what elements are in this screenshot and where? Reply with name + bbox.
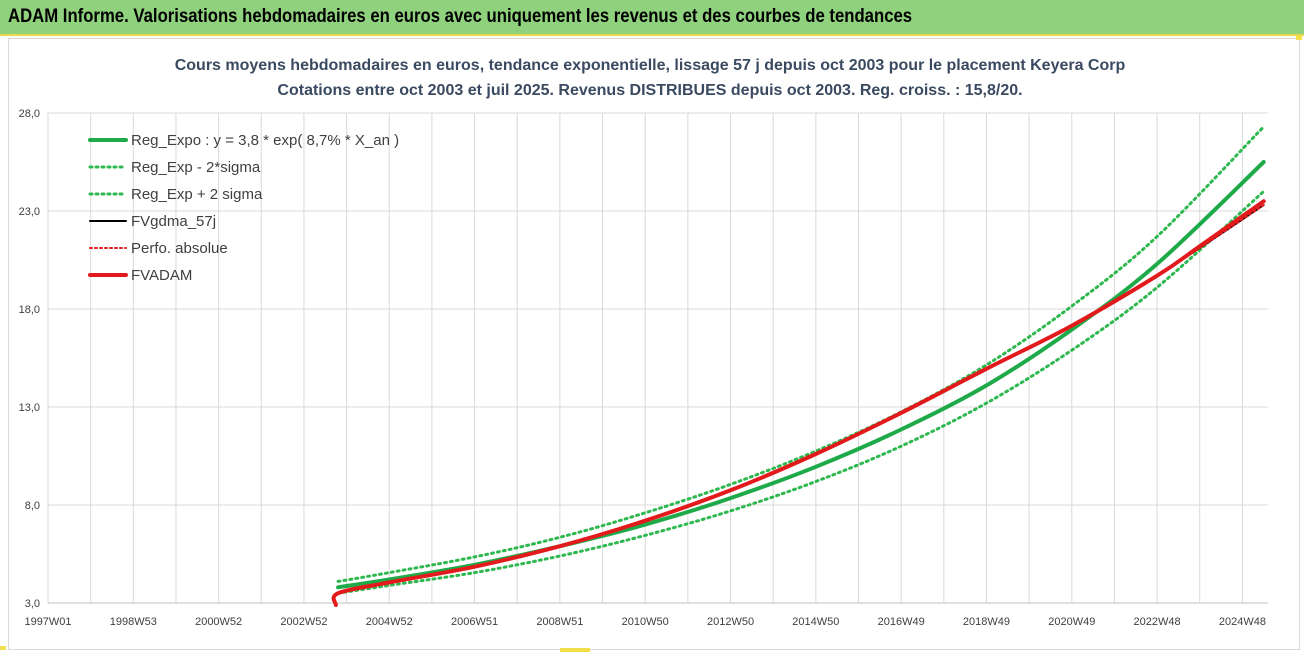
legend-label: FVADAM — [131, 267, 192, 284]
series-line-0 — [336, 160, 1266, 590]
x-tick-label: 2022W48 — [1134, 616, 1181, 628]
legend-label: Reg_Expo : y = 3,8 * exp( 8,7% * X_an ) — [131, 132, 399, 149]
x-tick-label: 2018W49 — [963, 616, 1010, 628]
x-tick-label: 1997W01 — [24, 616, 71, 628]
x-tick-label: 2006W51 — [451, 616, 498, 628]
legend: Reg_Expo : y = 3,8 * exp( 8,7% * X_an ) R… — [88, 132, 399, 284]
chart-title: Cours moyens hebdomadaires en euros, ten… — [175, 57, 1126, 74]
page-title: ADAM Informe. Valorisations hebdomadaire… — [8, 6, 913, 27]
y-tick-label: 3,0 — [25, 598, 40, 610]
corner-mark-bottom — [560, 648, 590, 652]
series-line-2 — [336, 125, 1266, 583]
axes: 3,0 8,0 13,0 18,0 23,0 28,0 1997W01 1998W53 2000… — [19, 108, 1268, 628]
legend-label: Perfo. absolue — [131, 240, 228, 257]
legend-label: FVgdma_57j — [131, 213, 216, 230]
x-tick-label: 2020W49 — [1048, 616, 1095, 628]
x-tick-label: 1998W53 — [110, 616, 157, 628]
x-tick-label: 2024W48 — [1219, 616, 1266, 628]
legend-label: Reg_Exp + 2 sigma — [131, 186, 263, 203]
x-tick-label: 2016W49 — [878, 616, 925, 628]
x-tick-label: 2012W50 — [707, 616, 754, 628]
legend-label: Reg_Exp - 2*sigma — [131, 159, 261, 176]
chart-frame — [8, 38, 1300, 650]
corner-mark-top — [1296, 36, 1302, 40]
y-tick-label: 8,0 — [25, 500, 40, 512]
series-line-5 — [331, 199, 1266, 607]
x-tick-label: 2002W52 — [280, 616, 327, 628]
y-tick-label: 23,0 — [19, 206, 40, 218]
y-tick-label: 18,0 — [19, 304, 40, 316]
corner-mark-bottom-left — [0, 646, 6, 650]
series-line-1 — [336, 189, 1266, 595]
x-tick-label: 2010W50 — [622, 616, 669, 628]
y-tick-label: 28,0 — [19, 108, 40, 120]
chart-subtitle: Cotations entre oct 2003 et juil 2025. R… — [277, 82, 1022, 99]
header-bar: ADAM Informe. Valorisations hebdomadaire… — [0, 0, 1304, 36]
series — [331, 125, 1266, 607]
x-tick-label: 2014W50 — [792, 616, 839, 628]
x-tick-label: 2000W52 — [195, 616, 242, 628]
y-tick-label: 13,0 — [19, 402, 40, 414]
x-tick-label: 2008W51 — [536, 616, 583, 628]
x-tick-label: 2004W52 — [366, 616, 413, 628]
